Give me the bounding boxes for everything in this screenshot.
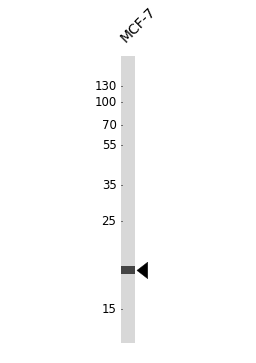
- Bar: [121, 266, 135, 274]
- Text: 55: 55: [102, 139, 116, 152]
- Bar: [121, 56, 135, 343]
- Text: 70: 70: [102, 119, 116, 132]
- Text: 25: 25: [102, 215, 116, 228]
- Text: 35: 35: [102, 179, 116, 192]
- Text: 130: 130: [94, 80, 116, 93]
- Text: 100: 100: [94, 96, 116, 109]
- Polygon shape: [137, 262, 148, 279]
- Text: 15: 15: [102, 303, 116, 316]
- Text: MCF-7: MCF-7: [118, 5, 159, 45]
